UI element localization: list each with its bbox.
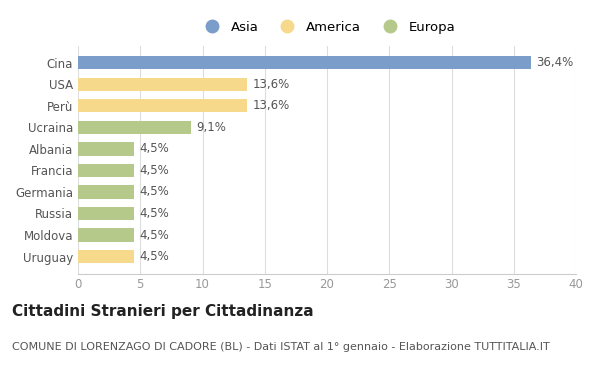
- Text: 4,5%: 4,5%: [139, 250, 169, 263]
- Text: COMUNE DI LORENZAGO DI CADORE (BL) - Dati ISTAT al 1° gennaio - Elaborazione TUT: COMUNE DI LORENZAGO DI CADORE (BL) - Dat…: [12, 342, 550, 352]
- Bar: [78, 207, 134, 220]
- Bar: [78, 142, 134, 155]
- Text: 4,5%: 4,5%: [139, 207, 169, 220]
- Text: 4,5%: 4,5%: [139, 164, 169, 177]
- Bar: [78, 78, 247, 91]
- Bar: [78, 228, 134, 242]
- Text: 36,4%: 36,4%: [536, 56, 574, 69]
- Bar: [78, 250, 134, 263]
- Bar: [78, 185, 134, 199]
- Text: 9,1%: 9,1%: [196, 121, 226, 134]
- Bar: [78, 99, 247, 112]
- Text: 4,5%: 4,5%: [139, 228, 169, 242]
- Text: Cittadini Stranieri per Cittadinanza: Cittadini Stranieri per Cittadinanza: [12, 304, 314, 319]
- Bar: [78, 164, 134, 177]
- Text: 13,6%: 13,6%: [253, 99, 290, 112]
- Bar: [78, 56, 531, 69]
- Text: 4,5%: 4,5%: [139, 185, 169, 198]
- Text: 13,6%: 13,6%: [253, 78, 290, 91]
- Legend: Asia, America, Europa: Asia, America, Europa: [194, 16, 460, 39]
- Bar: [78, 120, 191, 134]
- Text: 4,5%: 4,5%: [139, 142, 169, 155]
